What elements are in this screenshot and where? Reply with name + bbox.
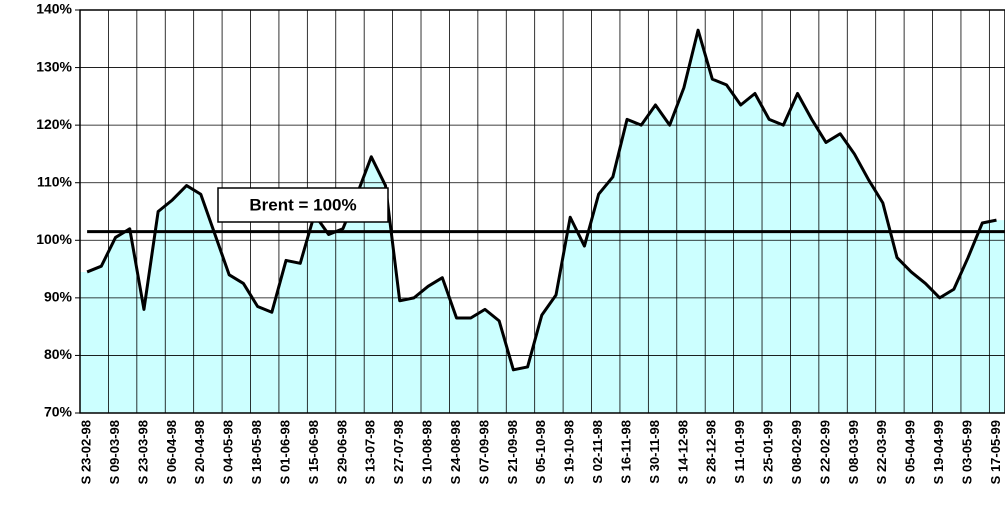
x-tick-label: S 22-02-99 xyxy=(817,420,832,484)
y-tick-label: 100% xyxy=(36,231,72,247)
y-tick-label: 130% xyxy=(36,58,72,74)
area-fill xyxy=(80,30,1005,414)
x-tick-label: S 05-04-99 xyxy=(903,420,918,484)
line xyxy=(86,28,997,372)
x-tick-label: S 28-12-98 xyxy=(704,420,719,484)
plot-border xyxy=(79,9,1005,414)
y-tick-label: 80% xyxy=(44,346,73,362)
x-tick-label: S 30-11-98 xyxy=(647,420,662,484)
x-tick-label: S 24-08-98 xyxy=(448,420,463,484)
x-tick-label: S 07-09-98 xyxy=(476,420,491,484)
y-tick-label: 110% xyxy=(37,173,73,189)
x-tick-label: S 27-07-98 xyxy=(391,420,406,484)
y-tick-label: 70% xyxy=(44,404,73,420)
x-tick-label: S 22-03-99 xyxy=(874,420,889,484)
x-tick-label: S 05-10-98 xyxy=(533,420,548,484)
annotation: Brent = 100% xyxy=(249,195,356,214)
x-tick-label: S 29-06-98 xyxy=(334,420,349,484)
x-tick-label: S 19-04-99 xyxy=(931,420,946,484)
x-tick-label: S 08-03-99 xyxy=(846,420,861,484)
x-tick-label: S 08-02-99 xyxy=(789,420,804,484)
x-tick-label: S 01-06-98 xyxy=(277,420,292,484)
x-tick-label: S 17-05-99 xyxy=(988,420,1003,484)
annotation-box xyxy=(217,187,389,223)
x-tick-label: S 13-07-98 xyxy=(363,420,378,484)
x-tick-label: S 18-05-98 xyxy=(249,420,264,484)
x-tick-label: S 15-06-98 xyxy=(306,420,321,484)
x-tick-label: S 20-04-98 xyxy=(192,420,207,484)
y-tick-label: 120% xyxy=(36,116,72,132)
x-tick-label: S 16-11-98 xyxy=(618,420,633,484)
x-tick-label: S 02-11-98 xyxy=(590,420,605,484)
x-tick-label: S 19-10-98 xyxy=(562,420,577,484)
x-tick-label: S 10-08-98 xyxy=(420,420,435,484)
x-tick-label: S 03-05-99 xyxy=(959,420,974,484)
x-tick-label: S 23-03-98 xyxy=(135,420,150,484)
x-tick-label: S 25-01-99 xyxy=(761,420,776,484)
y-tick-label: 90% xyxy=(44,289,73,305)
y-tick-label: 140% xyxy=(36,1,72,17)
x-tick-label: S 11-01-99 xyxy=(732,420,747,484)
x-tick-label: S 06-04-98 xyxy=(164,420,179,484)
x-tick-label: S 04-05-98 xyxy=(221,420,236,484)
x-tick-label: S 21-09-98 xyxy=(505,420,520,484)
x-tick-label: S 14-12-98 xyxy=(675,420,690,484)
x-tick-label: S 09-03-98 xyxy=(107,420,122,484)
x-tick-label: S 23-02-98 xyxy=(79,420,94,484)
